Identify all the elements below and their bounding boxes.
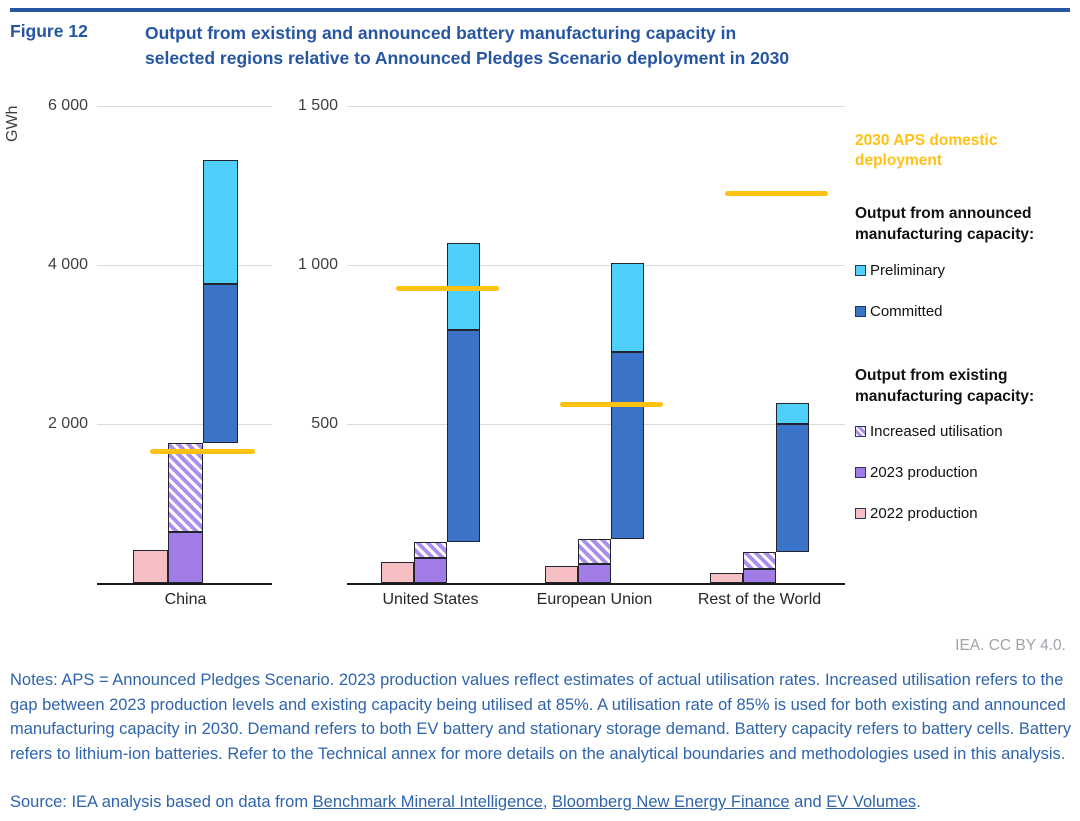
- y-tick-1000: 1 000: [297, 256, 338, 273]
- bar-increased-utilisation-european-union: [578, 539, 611, 564]
- aps-deployment-line-united-states: [396, 286, 499, 292]
- bar-2022-production-united-states: [381, 562, 414, 583]
- figure-title-line1: Output from existing and announced batte…: [145, 23, 737, 43]
- bar-chart: GWh 6 000 4 000 2 000 China 1 500 1 000 500 Uni…: [4, 97, 845, 608]
- figure-title: Output from existing and announced batte…: [145, 21, 789, 71]
- bar-2023-production-united-states: [414, 558, 447, 583]
- legend-announced-header: Output from announced manufacturing capa…: [855, 205, 1035, 243]
- gridline-1000: [347, 265, 845, 266]
- bar-2022-production-china: [133, 550, 168, 583]
- gridline-4000: [97, 265, 272, 266]
- legend-item-committed: Committed: [855, 303, 1075, 320]
- legend-preliminary-label: Preliminary: [870, 262, 946, 279]
- x-category-united-states: United States: [382, 591, 479, 608]
- figure-title-line2: selected regions relative to Announced P…: [145, 48, 790, 68]
- production-2022-swatch-icon: [855, 508, 866, 519]
- source-suffix: .: [916, 793, 921, 811]
- bar-committed-european-union: [611, 351, 644, 540]
- bar-2023-production-china: [168, 531, 203, 583]
- chart-legend: 2030 APS domestic deployment Output from…: [855, 131, 1075, 522]
- y-tick-1500: 1 500: [297, 97, 338, 114]
- aps-deployment-line-european-union: [560, 402, 663, 408]
- bar-preliminary-rest-of-the-world: [776, 403, 809, 424]
- bar-2023-production-rest-of-the-world: [743, 569, 776, 583]
- legend-item-2023-production: 2023 production: [855, 464, 1075, 481]
- gridline-6000: [97, 106, 272, 107]
- x-category-european-union: European Union: [536, 591, 653, 608]
- bar-committed-rest-of-the-world: [776, 424, 809, 553]
- aps-deployment-line-china: [150, 448, 255, 454]
- preliminary-swatch-icon: [855, 265, 866, 276]
- y-tick-500: 500: [311, 415, 338, 432]
- source-separator-1: ,: [542, 793, 553, 811]
- increased-utilisation-swatch-icon: [855, 426, 866, 437]
- y-tick-6000: 6 000: [47, 97, 88, 114]
- bar-increased-utilisation-rest-of-the-world: [743, 552, 776, 569]
- aps-deployment-line-rest-of-the-world: [725, 190, 828, 196]
- legend-increased-utilisation-label: Increased utilisation: [870, 423, 1003, 440]
- gridline-500: [347, 424, 845, 425]
- link-benchmark-mineral-intelligence[interactable]: Benchmark Mineral Intelligence: [312, 793, 543, 811]
- legend-existing-header: Output from existing manufacturing capac…: [855, 367, 1035, 405]
- source-separator-2: and: [789, 793, 827, 811]
- figure-number: Figure 12: [10, 21, 88, 41]
- bar-2023-production-european-union: [578, 563, 611, 583]
- figure-title-row: Figure 12 Output from existing and annou…: [10, 21, 1070, 71]
- legend-aps-deployment-label: 2030 APS domestic deployment: [855, 132, 998, 169]
- link-ev-volumes[interactable]: EV Volumes: [826, 793, 917, 811]
- bar-committed-united-states: [447, 330, 480, 543]
- committed-swatch-icon: [855, 306, 866, 317]
- legend-item-increased-utilisation: Increased utilisation: [855, 423, 1075, 440]
- x-category-rest-of-the-world: Rest of the World: [697, 591, 822, 608]
- x-category-china: China: [164, 591, 207, 608]
- gridline-2000: [97, 424, 272, 425]
- gridline-1500: [347, 106, 845, 107]
- bar-preliminary-european-union: [611, 263, 644, 352]
- legend-2023-production-label: 2023 production: [870, 464, 978, 481]
- bar-2022-production-rest-of-the-world: [710, 573, 743, 583]
- license-text: IEA. CC BY 4.0.: [955, 637, 1066, 654]
- top-divider: [10, 8, 1070, 12]
- link-bloomberg-new-energy-finance[interactable]: Bloomberg New Energy Finance: [552, 793, 790, 811]
- legend-item-2022-production: 2022 production: [855, 505, 1075, 522]
- bar-2022-production-european-union: [545, 566, 578, 583]
- legend-2022-production-label: 2022 production: [870, 505, 978, 522]
- y-tick-4000: 4 000: [47, 256, 88, 273]
- legend-committed-label: Committed: [870, 303, 943, 320]
- x-axis-panel-2: [347, 583, 845, 585]
- bar-increased-utilisation-china: [168, 443, 203, 532]
- y-tick-2000: 2 000: [47, 415, 88, 432]
- bar-committed-china: [203, 283, 238, 444]
- source-line: Source: IEA analysis based on data from …: [10, 790, 1072, 815]
- legend-item-preliminary: Preliminary: [855, 262, 1075, 279]
- source-prefix: Source: IEA analysis based on data from: [10, 793, 313, 811]
- bar-increased-utilisation-united-states: [414, 542, 447, 559]
- notes-paragraph: Notes: APS = Announced Pledges Scenario.…: [10, 671, 1072, 763]
- x-axis-panel-1: [97, 583, 272, 585]
- bar-preliminary-china: [203, 159, 238, 284]
- production-2023-swatch-icon: [855, 467, 866, 478]
